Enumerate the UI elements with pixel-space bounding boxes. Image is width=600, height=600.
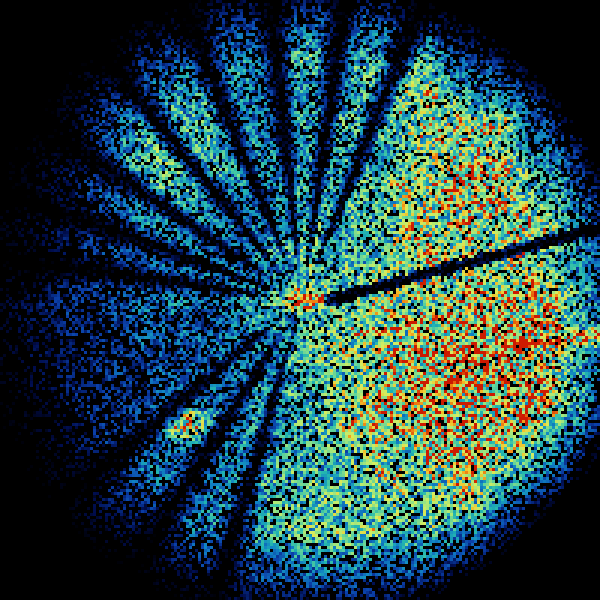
- radar-reflectivity-canvas: [0, 0, 600, 600]
- radar-visualization: [0, 0, 600, 600]
